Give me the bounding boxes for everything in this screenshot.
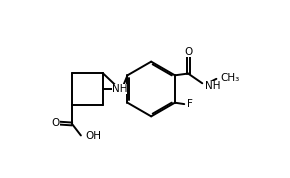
Text: O: O <box>184 47 192 57</box>
Text: OH: OH <box>85 131 101 141</box>
Text: F: F <box>187 99 193 109</box>
Text: CH₃: CH₃ <box>220 73 239 83</box>
Text: NH: NH <box>112 84 128 94</box>
Text: O: O <box>52 118 60 128</box>
Text: NH: NH <box>205 81 220 91</box>
